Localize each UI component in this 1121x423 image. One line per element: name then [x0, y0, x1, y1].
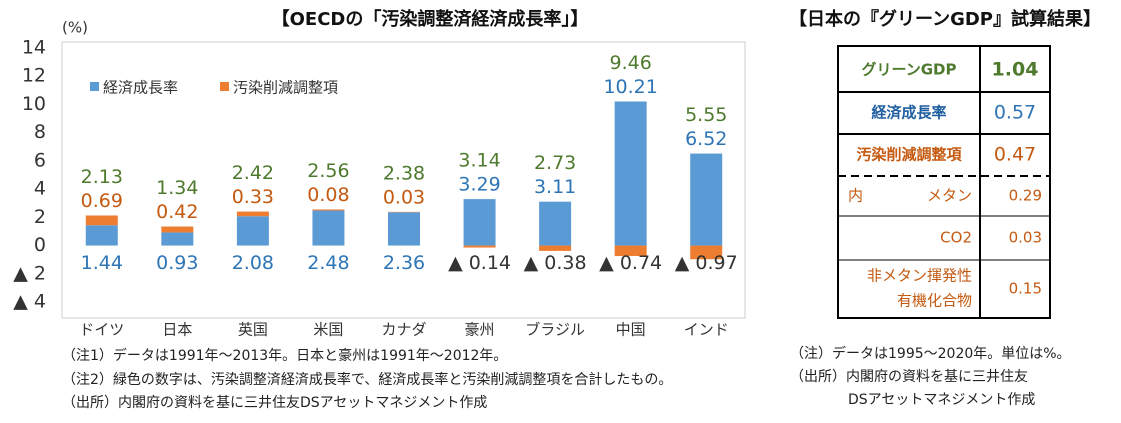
y-tick-label: 6 — [34, 149, 46, 171]
data-label: ▲ 0.74 — [599, 252, 662, 274]
total-label: 1.34 — [156, 177, 198, 199]
total-label: 2.13 — [81, 166, 123, 188]
data-label: 6.52 — [685, 128, 727, 150]
note: （注2）緑色の数字は、汚染調整済経済成長率で、経済成長率と汚染削減調整項を合計し… — [62, 371, 672, 388]
bar — [463, 199, 496, 246]
x-tick-label: 米国 — [313, 321, 343, 339]
table-label: 内 — [848, 187, 863, 205]
legend-swatch — [90, 82, 99, 91]
bar — [463, 245, 496, 248]
data-label: 2.08 — [232, 252, 274, 274]
x-tick-label: 日本 — [162, 321, 192, 339]
bar — [614, 245, 647, 256]
table-title: 【日本の『グリーンGDP』試算結果】 — [789, 8, 1101, 30]
bar — [539, 201, 572, 246]
bar — [312, 209, 345, 211]
data-label: ▲ 0.38 — [524, 252, 587, 274]
table-border — [837, 45, 1051, 319]
bar — [690, 153, 723, 246]
data-label: 0.69 — [81, 190, 123, 212]
y-tick-label: ▲ 4 — [13, 291, 46, 313]
total-label: 2.38 — [383, 162, 425, 184]
table-notes: （注）データは1995～2020年。単位は%。 （出所）内閣府の資料を基に三井住… — [790, 345, 1071, 408]
total-label: 2.73 — [534, 152, 576, 174]
data-label: 2.36 — [383, 252, 425, 274]
total-label: 9.46 — [610, 52, 652, 74]
note: （注1）データは1991年～2013年。日本と豪州は1991年～2012年。 — [62, 347, 507, 364]
data-label: 3.29 — [458, 174, 500, 196]
bar — [312, 210, 345, 246]
table-label: 汚染削減調整項 — [856, 146, 962, 164]
y-tick-label: 14 — [22, 37, 46, 59]
table-value: 0.15 — [1009, 280, 1042, 298]
table-label: 経済成長率 — [871, 104, 946, 122]
table-label: メタン — [927, 187, 972, 205]
x-tick-label: 中国 — [616, 321, 646, 339]
data-label: 3.11 — [534, 176, 576, 198]
data-label: ▲ 0.14 — [448, 252, 511, 274]
bar — [85, 215, 118, 226]
table: グリーンGDP 1.04 経済成長率 0.57 汚染削減調整項 0.47 内 メ… — [837, 45, 1051, 319]
bar — [161, 226, 194, 233]
total-label: 2.56 — [307, 160, 349, 182]
bar — [236, 211, 269, 217]
chart-notes: （注1）データは1991年～2013年。日本と豪州は1991年～2012年。 （… — [62, 347, 672, 411]
bar — [236, 216, 269, 246]
x-tick-label: 英国 — [238, 321, 268, 339]
data-label: 0.03 — [383, 186, 425, 208]
y-axis-label: (%) — [62, 19, 88, 37]
x-tick-label: カナダ — [381, 321, 426, 339]
y-tick-label: ▲ 2 — [13, 262, 46, 284]
x-tick-label: 豪州 — [465, 321, 495, 339]
bar — [85, 225, 118, 246]
table-label: CO2 — [940, 229, 972, 247]
data-label: 0.42 — [156, 201, 198, 223]
x-tick-label: インド — [684, 321, 729, 339]
chart-title: 【OECDの「汚染調整済経済成長率」】 — [272, 8, 589, 30]
y-tick-label: 4 — [34, 178, 46, 200]
y-tick-label: 0 — [34, 234, 46, 256]
table-value: 1.04 — [992, 59, 1039, 81]
table-value: 0.57 — [994, 102, 1036, 124]
y-tick-label: 10 — [22, 93, 46, 115]
y-tick-label: 12 — [22, 65, 46, 87]
legend-label: 経済成長率 — [103, 79, 178, 97]
legend-label: 汚染削減調整項 — [233, 79, 338, 97]
data-label: 1.44 — [81, 252, 123, 274]
table-value: 0.47 — [994, 144, 1036, 166]
note: DSアセットマネジメント作成 — [848, 392, 1035, 408]
bar — [690, 245, 723, 260]
y-tick-label: 2 — [34, 206, 46, 228]
table-label: グリーンGDP — [861, 61, 956, 79]
x-tick-label: ブラジル — [525, 321, 585, 339]
note: （出所）内閣府の資料を基に三井住友DSアセットマネジメント作成 — [62, 394, 487, 411]
legend-swatch — [220, 82, 229, 91]
y-tick-label: 8 — [34, 121, 46, 143]
table-label: 非メタン揮発性 — [867, 267, 972, 285]
plot-area — [61, 41, 746, 319]
bar — [388, 212, 420, 246]
x-tick-label: ドイツ — [79, 321, 124, 339]
total-label: 3.14 — [458, 150, 500, 172]
data-label: 0.93 — [156, 252, 198, 274]
total-label: 5.55 — [685, 104, 727, 126]
data-label: 0.08 — [307, 184, 349, 206]
note: （出所）内閣府の資料を基に三井住友 — [790, 368, 1028, 385]
note: （注）データは1995～2020年。単位は%。 — [790, 345, 1071, 362]
data-label: ▲ 0.97 — [675, 252, 738, 274]
table-value: 0.03 — [1009, 229, 1042, 247]
total-label: 2.42 — [232, 162, 274, 184]
bar — [614, 101, 647, 246]
data-label: 0.33 — [232, 186, 274, 208]
table-value: 0.29 — [1009, 187, 1042, 205]
bar — [539, 245, 572, 251]
data-label: 2.48 — [307, 252, 349, 274]
data-label: 10.21 — [603, 76, 657, 98]
bar — [161, 232, 194, 246]
table-label: 有機化合物 — [897, 292, 972, 310]
